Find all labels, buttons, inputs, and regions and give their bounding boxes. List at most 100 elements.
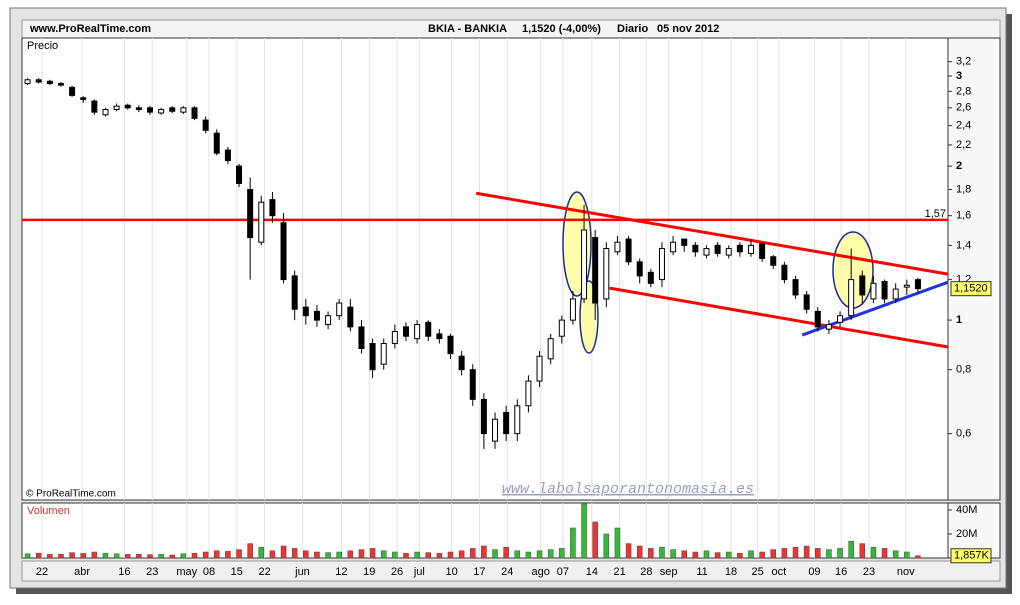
candle-body xyxy=(547,338,554,360)
volume-bar xyxy=(158,554,164,559)
candle-body xyxy=(792,279,799,296)
volume-bar xyxy=(147,554,153,559)
candle-body xyxy=(614,241,621,253)
volume-bar xyxy=(69,552,75,559)
candle-body xyxy=(569,298,576,321)
x-tick-label: abr xyxy=(74,566,90,578)
candle-body xyxy=(848,279,855,317)
candle-body xyxy=(358,326,365,350)
x-tick-label: ago xyxy=(531,566,549,578)
candle-body xyxy=(748,244,755,254)
volume-bar xyxy=(136,553,142,559)
trend-line xyxy=(609,286,949,349)
candle-body xyxy=(892,288,899,300)
volume-bar xyxy=(904,551,910,559)
candle-body xyxy=(291,275,298,310)
volume-bar xyxy=(303,550,309,559)
candle-body xyxy=(603,248,610,300)
y-tick-label: 0,8 xyxy=(956,364,971,376)
candle-body xyxy=(658,248,665,281)
x-tick-label: 12 xyxy=(335,566,347,578)
candle-body xyxy=(280,222,287,281)
y-tick-label: 2 xyxy=(956,160,962,172)
candle-body xyxy=(258,201,265,243)
x-tick-label: 22 xyxy=(36,566,48,578)
candle-body xyxy=(35,79,42,83)
date: 05 nov 2012 xyxy=(657,23,719,35)
candle-body xyxy=(458,355,465,371)
candle-body xyxy=(514,405,521,435)
candle-body xyxy=(447,335,454,355)
y-tick-label: 2,4 xyxy=(956,120,971,132)
volume-bar xyxy=(58,553,64,559)
y-tick-label: 2,8 xyxy=(956,85,971,97)
y-tick-label: 3 xyxy=(956,70,962,82)
volume-bar xyxy=(859,543,866,559)
volume-bar xyxy=(770,549,777,559)
y-tick-label: 1 xyxy=(956,314,962,326)
candle-body xyxy=(781,264,788,281)
candle-body xyxy=(681,238,688,246)
y-tick-label: 1,8 xyxy=(956,183,971,195)
volume-bar xyxy=(291,548,298,559)
volume-bar xyxy=(347,550,354,559)
candle-body xyxy=(881,280,888,300)
trend-line xyxy=(475,191,949,276)
volume-bar xyxy=(436,552,443,559)
volume-bar xyxy=(781,548,788,559)
volume-bar xyxy=(636,545,643,559)
volume-bar xyxy=(425,552,431,559)
candle-body xyxy=(302,306,309,317)
x-tick-label: 10 xyxy=(445,566,457,578)
candle-body xyxy=(759,243,766,259)
candle-body xyxy=(503,411,510,435)
x-tick-label: 17 xyxy=(473,566,485,578)
volume-bar xyxy=(369,548,376,559)
volume-bar xyxy=(803,545,810,559)
volume-bar xyxy=(24,553,31,559)
candle-body xyxy=(859,275,866,296)
volume-bar xyxy=(180,553,187,559)
volume-bar xyxy=(748,550,754,559)
volume-bar xyxy=(247,543,253,559)
candle-body xyxy=(414,324,421,340)
candle-body xyxy=(402,326,409,337)
volume-bar xyxy=(80,553,86,559)
volume-bar xyxy=(314,551,320,559)
candle-body xyxy=(325,315,332,326)
candle-body xyxy=(135,107,142,111)
volume-bar xyxy=(547,549,554,559)
volume-bar xyxy=(648,548,654,559)
candle-body xyxy=(202,119,209,131)
candle-body xyxy=(113,105,120,111)
volume-bar xyxy=(881,548,888,559)
price-axis-panel xyxy=(947,37,1001,501)
volume-bar xyxy=(681,550,687,559)
volume-bar xyxy=(358,549,365,559)
volume-bar xyxy=(625,543,632,559)
volume-bar xyxy=(592,521,598,559)
volume-bar xyxy=(536,550,543,559)
last-value-box xyxy=(950,548,992,564)
volume-bar xyxy=(870,546,877,559)
y-tick-label: 0,6 xyxy=(956,428,971,440)
candle-body xyxy=(380,343,387,365)
volume-bar xyxy=(737,552,743,559)
candle-body xyxy=(903,284,910,288)
quote: 1,1520 (-4,00%) xyxy=(522,23,601,35)
candle-body xyxy=(480,398,487,435)
candle-body xyxy=(91,100,98,113)
x-tick-label: jun xyxy=(294,566,310,578)
volume-bar xyxy=(581,503,587,559)
candle-body xyxy=(492,418,499,442)
volume-bar xyxy=(236,549,242,559)
candle-body xyxy=(625,238,632,263)
candle-body xyxy=(102,109,109,116)
volume-bar xyxy=(258,546,265,559)
candle-body xyxy=(692,244,699,253)
candle-body xyxy=(581,229,588,300)
watermark: www.labolsaporantonomasia.es xyxy=(502,481,754,498)
volume-bar xyxy=(191,552,198,559)
candle-body xyxy=(46,80,53,85)
